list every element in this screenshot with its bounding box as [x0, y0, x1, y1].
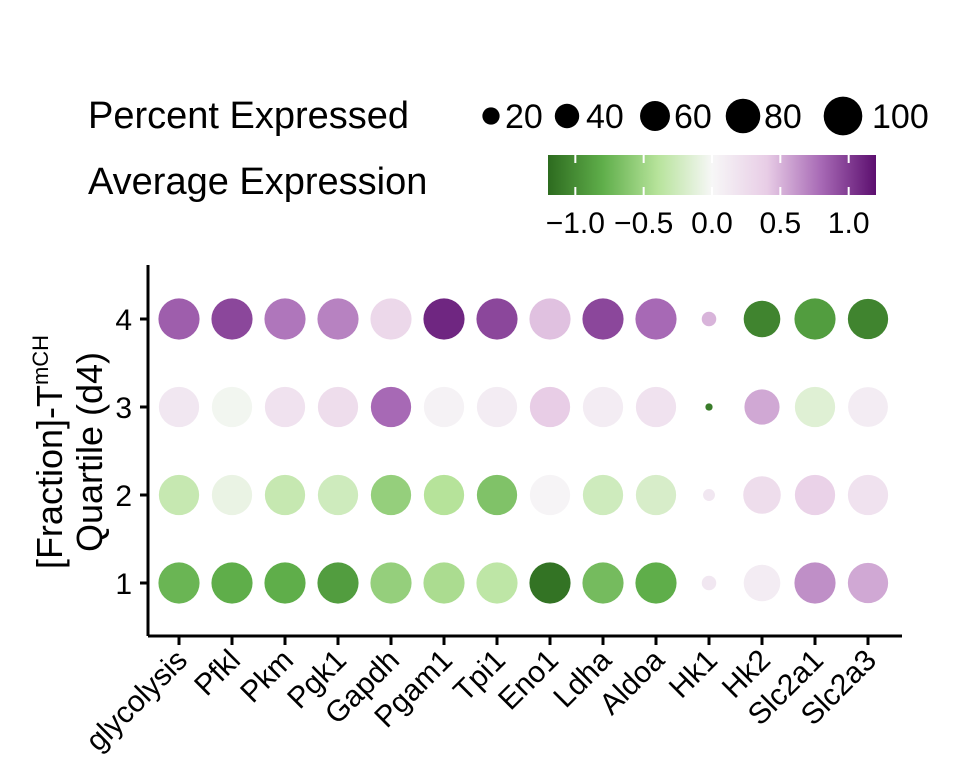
- dot-Eno1-q2: [529, 474, 571, 516]
- dot-Pgk1-q1: [317, 562, 359, 604]
- dot-Slc2a1-q2: [794, 474, 836, 516]
- dot-Hk1-q4: [701, 311, 717, 327]
- x-tick-label: glycolysis: [80, 644, 194, 758]
- dot-Ldha-q2: [582, 474, 624, 516]
- dot-Pgam1-q2: [423, 474, 465, 516]
- dot-glycolysis-q2: [158, 474, 200, 516]
- dot-Aldoa-q4: [635, 298, 677, 340]
- dot-Pgam1-q1: [423, 562, 465, 604]
- dot-Hk2-q1: [743, 564, 781, 602]
- dot-Tpi1-q3: [476, 386, 518, 428]
- dot-Ldha-q4: [582, 298, 624, 340]
- size-legend-label: 60: [674, 98, 712, 136]
- x-tick-label: Eno1: [492, 644, 565, 717]
- dot-Tpi1-q1: [476, 562, 518, 604]
- colorbar-tick-label: 0.0: [691, 207, 733, 240]
- dot-Gapdh-q4: [370, 298, 412, 340]
- dot-Tpi1-q2: [476, 474, 518, 516]
- y-axis-title: [Fraction]-TmCH Quartile (d4): [28, 335, 110, 569]
- dot-Pgk1-q2: [317, 474, 359, 516]
- dot-Pgk1-q4: [317, 298, 359, 340]
- dot-Eno1-q1: [529, 562, 571, 604]
- dot-Aldoa-q1: [635, 562, 677, 604]
- size-legend-label: 20: [505, 98, 543, 136]
- size-legend-label: 100: [872, 98, 929, 136]
- dot-Hk1-q3: [705, 403, 713, 411]
- dot-Pfkl-q3: [211, 386, 253, 428]
- dot-Ldha-q1: [582, 562, 624, 604]
- size-legend-label: 80: [764, 98, 802, 136]
- color-legend-title: Average Expression: [88, 161, 427, 203]
- dot-Slc2a3-q1: [847, 562, 889, 604]
- dot-Gapdh-q1: [370, 562, 412, 604]
- dot-Slc2a3-q3: [848, 387, 888, 427]
- dot-Hk1-q1: [701, 575, 717, 591]
- size-legend-dot: [482, 107, 500, 125]
- dot-Gapdh-q3: [370, 386, 412, 428]
- y-tick-label: 1: [115, 568, 132, 601]
- dot-Tpi1-q4: [476, 298, 518, 340]
- size-legend-title: Percent Expressed: [88, 95, 409, 137]
- y-tick-label: 4: [115, 304, 132, 337]
- dot-Slc2a1-q3: [794, 386, 836, 428]
- dot-Pgk1-q3: [317, 386, 359, 428]
- dot-Slc2a1-q4: [794, 298, 836, 340]
- y-tick-label: 3: [115, 392, 132, 425]
- dot-Ldha-q3: [582, 386, 624, 428]
- dot-Pgam1-q3: [423, 386, 465, 428]
- y-axis-title-line1: [Fraction]-T: [29, 385, 70, 569]
- colorbar-tick-label: 0.5: [759, 207, 801, 240]
- dot-Hk2-q3: [744, 389, 780, 425]
- dot-glycolysis-q1: [158, 562, 200, 604]
- dot-Pfkl-q1: [211, 562, 253, 604]
- dot-Hk2-q4: [743, 300, 781, 338]
- dot-Pgam1-q4: [423, 298, 465, 340]
- dot-Eno1-q3: [529, 386, 571, 428]
- dot-Hk1-q2: [703, 489, 715, 501]
- dot-Pkm-q2: [264, 474, 306, 516]
- size-legend: Percent Expressed 20 40 60 80 100: [88, 95, 929, 137]
- dot-Aldoa-q2: [635, 474, 677, 516]
- size-legend-label: 40: [586, 98, 624, 136]
- dot-Slc2a1-q1: [794, 562, 836, 604]
- dot-Pfkl-q4: [211, 298, 253, 340]
- dot-glycolysis-q3: [158, 386, 200, 428]
- dots-layer: [158, 298, 889, 604]
- color-legend: Average Expression −1.0 −0.5 0.0 0.5 1.0: [88, 155, 876, 240]
- dot-Slc2a3-q2: [847, 474, 889, 516]
- dot-Gapdh-q2: [370, 474, 412, 516]
- x-tick-label: Pfkl: [188, 644, 247, 703]
- dot-Pkm-q1: [264, 562, 306, 604]
- y-axis-title-line2: Quartile (d4): [69, 352, 110, 552]
- size-legend-dot: [640, 101, 670, 131]
- dot-Pkm-q4: [264, 298, 306, 340]
- colorbar-tick-label: 1.0: [828, 207, 870, 240]
- svg-text:[Fraction]-TmCH: [Fraction]-TmCH: [28, 335, 70, 569]
- dot-glycolysis-q4: [158, 298, 200, 340]
- colorbar-tick-label: −1.0: [546, 207, 605, 240]
- dot-Eno1-q4: [529, 298, 571, 340]
- x-tick-label: Hk1: [663, 644, 724, 705]
- colorbar-tick-label: −0.5: [614, 207, 673, 240]
- size-legend-dot: [725, 98, 761, 134]
- dot-Slc2a3-q4: [847, 298, 889, 340]
- size-legend-dot: [554, 103, 580, 129]
- dot-Aldoa-q3: [635, 386, 677, 428]
- dot-Pkm-q3: [264, 386, 306, 428]
- dot-Pfkl-q2: [211, 474, 253, 516]
- y-tick-label: 2: [115, 480, 132, 513]
- y-axis-title-superscript: mCH: [28, 335, 53, 385]
- size-legend-dot: [823, 96, 863, 136]
- dot-Hk2-q2: [743, 476, 781, 514]
